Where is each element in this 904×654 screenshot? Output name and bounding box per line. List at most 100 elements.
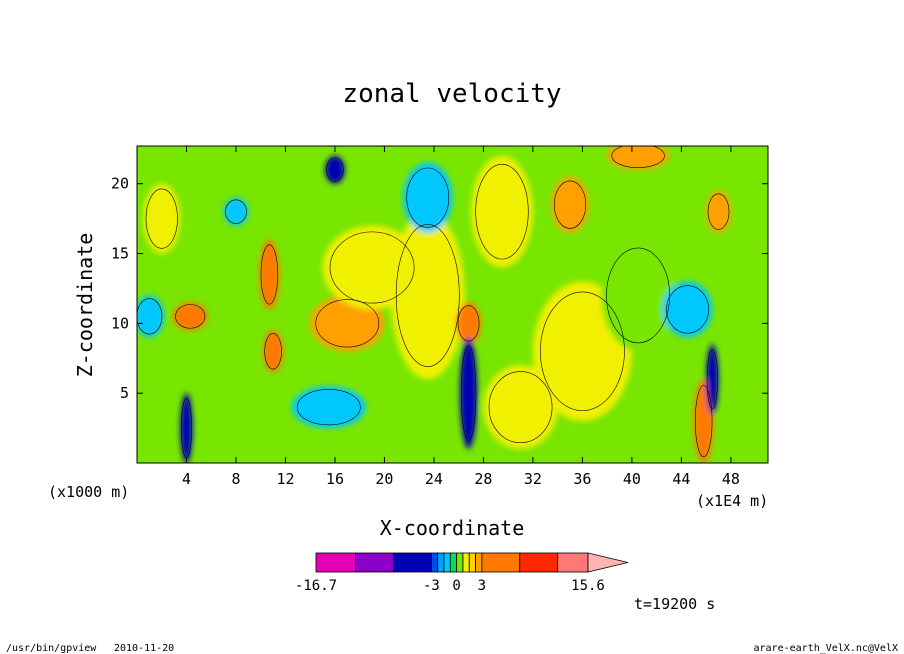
x-tick-label: 4 bbox=[182, 470, 191, 488]
colorbar bbox=[315, 552, 629, 573]
contour-line bbox=[553, 180, 587, 229]
colorbar-band bbox=[355, 552, 394, 573]
footer-source: arare-earth_VelX.nc@VelX bbox=[754, 643, 899, 654]
field-feature bbox=[310, 295, 385, 352]
contour-line bbox=[707, 193, 730, 230]
field-feature bbox=[471, 155, 533, 268]
contour-line bbox=[694, 385, 713, 458]
colorbar-tick-label: -3 bbox=[423, 578, 440, 594]
field-feature bbox=[459, 337, 478, 450]
colorbar-band bbox=[430, 552, 439, 573]
colorbar-band bbox=[315, 552, 356, 573]
contour-line bbox=[488, 371, 553, 444]
field-feature bbox=[456, 302, 481, 345]
colorbar-band bbox=[393, 552, 432, 573]
colorbar-band bbox=[449, 552, 458, 573]
field-feature bbox=[551, 176, 589, 233]
y-unit-label: (x1000 m) bbox=[48, 483, 129, 501]
footer-date: 2010-11-20 bbox=[114, 643, 174, 654]
field-feature bbox=[607, 146, 670, 170]
y-tick-label: 20 bbox=[111, 175, 129, 193]
contour-line bbox=[315, 299, 380, 348]
contour-line bbox=[329, 231, 415, 304]
contour-field bbox=[137, 146, 731, 463]
field-feature bbox=[662, 281, 713, 338]
field-feature bbox=[600, 239, 676, 352]
x-tick-label: 8 bbox=[231, 470, 240, 488]
contour-line bbox=[225, 199, 247, 224]
field-feature bbox=[137, 295, 165, 338]
contour-lines bbox=[137, 146, 730, 459]
colorbar-band bbox=[481, 552, 521, 573]
colorbar-band bbox=[519, 552, 559, 573]
x-axis: 4 8 12 16 20 24 28 32 36 40 44 48 bbox=[182, 146, 740, 488]
colorbar-ticks: -16.7 -3 0 3 15.6 bbox=[295, 578, 605, 594]
y-tick-label: 15 bbox=[111, 245, 129, 263]
contour-line bbox=[260, 244, 279, 305]
contour-line bbox=[406, 167, 450, 228]
time-annotation: t=19200 s bbox=[634, 595, 715, 613]
contour-line bbox=[540, 291, 625, 411]
y-tick-label: 10 bbox=[111, 314, 129, 332]
x-unit-label: (x1E4 m) bbox=[696, 492, 768, 510]
footer-program: /usr/bin/gpview bbox=[6, 643, 97, 654]
x-axis-label: X-coordinate bbox=[380, 516, 525, 540]
colorbar-band bbox=[475, 552, 483, 573]
x-tick-label: 12 bbox=[276, 470, 294, 488]
colorbar-extend-arrow bbox=[587, 552, 629, 573]
contour-line bbox=[145, 188, 178, 249]
field-feature bbox=[390, 211, 465, 380]
colorbar-band bbox=[468, 552, 476, 573]
colorbar-band bbox=[462, 552, 470, 573]
contour-line bbox=[137, 298, 163, 335]
contour-line bbox=[460, 345, 477, 441]
x-tick-label: 48 bbox=[722, 470, 740, 488]
field-feature bbox=[291, 386, 366, 429]
x-tick-label: 40 bbox=[623, 470, 641, 488]
x-tick-label: 16 bbox=[326, 470, 344, 488]
plot-frame bbox=[136, 145, 769, 464]
field-feature bbox=[180, 393, 193, 463]
field-feature bbox=[483, 365, 558, 450]
field-feature bbox=[263, 330, 283, 373]
y-axis: 5 10 15 20 bbox=[111, 175, 768, 402]
colorbar-band bbox=[443, 552, 451, 573]
field-feature bbox=[325, 155, 345, 184]
field-blobs bbox=[137, 146, 731, 463]
contour-line bbox=[326, 157, 344, 182]
field-feature bbox=[172, 302, 208, 331]
contour-line bbox=[264, 333, 282, 370]
x-tick-label: 44 bbox=[672, 470, 690, 488]
colorbar-tick-label: 3 bbox=[478, 578, 486, 594]
contour-line bbox=[606, 247, 670, 344]
contour-line bbox=[457, 305, 480, 342]
x-tick-label: 28 bbox=[474, 470, 492, 488]
contour-line bbox=[475, 163, 529, 260]
colorbar-tick-label: -16.7 bbox=[295, 578, 337, 594]
field-feature bbox=[706, 344, 719, 415]
colorbar-band bbox=[437, 552, 445, 573]
contour-line bbox=[706, 349, 718, 410]
contour-line bbox=[395, 223, 460, 367]
chart-title: zonal velocity bbox=[342, 79, 561, 109]
colorbar-band bbox=[557, 552, 589, 573]
field-feature bbox=[143, 183, 181, 254]
field-feature bbox=[706, 190, 731, 233]
colorbar-tick-label: 15.6 bbox=[571, 578, 605, 594]
x-tick-label: 32 bbox=[524, 470, 542, 488]
x-tick-label: 36 bbox=[573, 470, 591, 488]
colorbar-band bbox=[456, 552, 464, 573]
contour-line bbox=[296, 389, 361, 426]
contour-line bbox=[175, 304, 206, 329]
field-feature bbox=[223, 197, 249, 226]
y-axis-label: Z-coordinate bbox=[73, 233, 97, 378]
colorbar-tick-label: 0 bbox=[452, 578, 460, 594]
field-feature bbox=[259, 239, 280, 310]
x-tick-label: 24 bbox=[425, 470, 443, 488]
y-tick-label: 5 bbox=[120, 384, 129, 402]
contour-line bbox=[666, 285, 709, 334]
field-feature bbox=[403, 162, 453, 233]
x-tick-label: 20 bbox=[375, 470, 393, 488]
contour-line bbox=[611, 146, 665, 168]
